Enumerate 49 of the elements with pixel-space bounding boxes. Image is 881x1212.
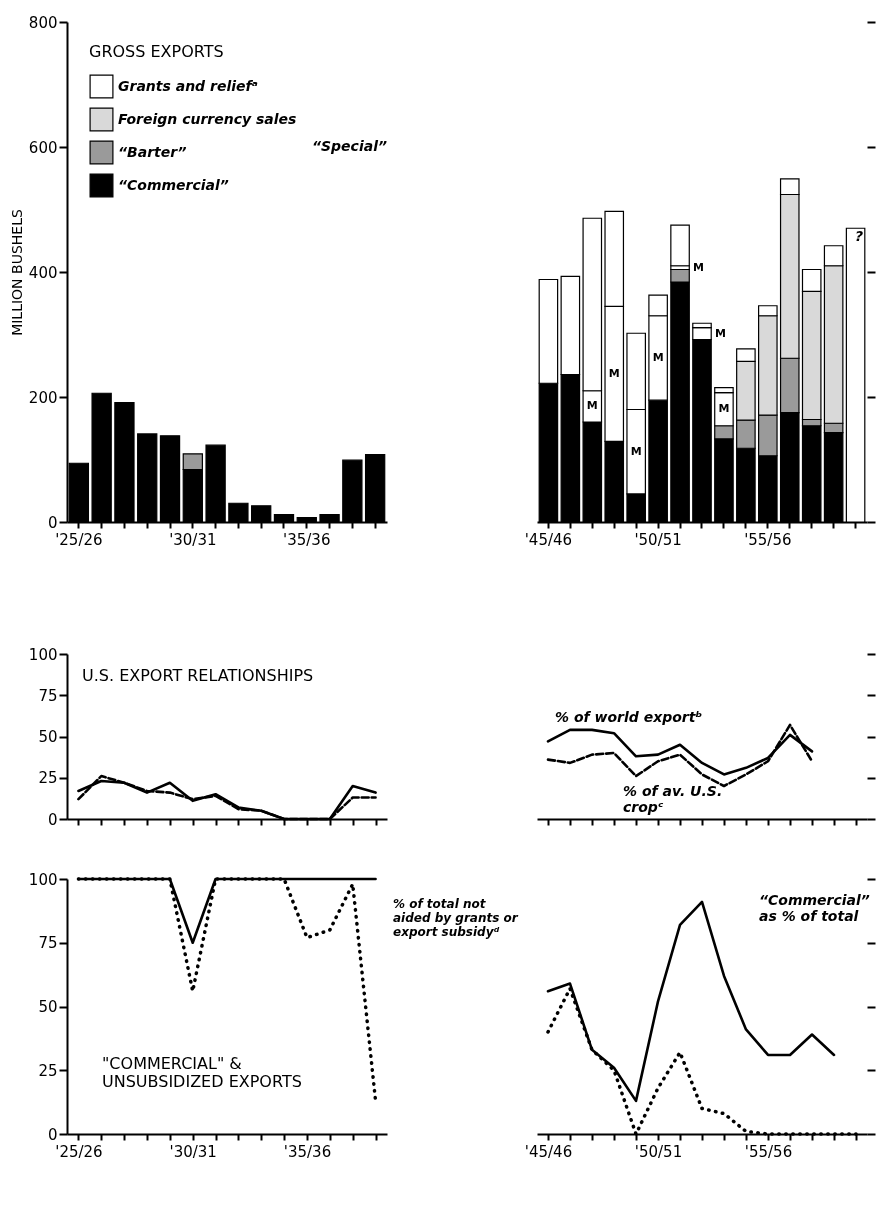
legend-label: “Commercial” [118,176,229,193]
y-axis-title: MILLION BUSHELS [8,209,25,336]
legend-label: “Barter” [118,143,187,160]
y-tick-label: 400 [28,263,58,282]
text: "COMMERCIAL" & UNSUBSIDIZED EXPORTS [102,1054,302,1091]
legend-label: “Commercial” as % of total [759,892,870,924]
y-tick-label: 75 [38,934,58,953]
x-tick-label: '35/36 [283,530,331,549]
x-tick-label: '50/51 [634,1142,683,1161]
y-tick-label: 100 [28,870,58,889]
series-label: % of av. U.S. cropᶜ [623,783,723,815]
y-tick-label: 100 [28,645,58,664]
x-tick-label: '35/36 [283,1142,332,1161]
x-tick-label: '45/46 [524,530,573,549]
data-label: M [630,444,642,458]
x-tick-label: '45/46 [524,1142,573,1161]
legend-label: Foreign currency sales [118,110,297,127]
series-label: % of world exportᵇ [555,709,703,725]
data-label: M [693,260,705,274]
data-label: M [652,350,664,364]
x-tick-label: '25/26 [55,1142,103,1161]
text: % of total not aided by grants or export subsidyᵈ [393,897,519,939]
data-label: M [715,326,726,340]
annotation: “Special” [312,138,387,154]
y-tick-label: 200 [28,388,58,407]
y-tick-label: 50 [38,728,58,746]
x-tick-label: '25/26 [55,530,103,549]
x-tick-label: '30/31 [169,1142,217,1161]
y-tick-label: 800 [28,13,58,32]
y-tick-label: 50 [38,998,58,1016]
y-tick-label: 0 [47,810,58,829]
x-tick-label: '55/56 [744,530,792,549]
annotation: ? [855,228,864,244]
y-tick-label: 25 [38,1061,58,1080]
y-tick-label: 0 [47,1125,58,1144]
text: U.S. EXPORT RELATIONSHIPS [82,666,314,685]
legend-label: Grants and reliefᵃ [118,77,259,94]
y-tick-label: 25 [38,769,58,788]
x-tick-label: '55/56 [744,1142,793,1161]
data-label: M [718,402,730,416]
data-label: M [608,366,620,380]
data-label: M [586,399,598,413]
y-tick-label: 75 [38,686,58,705]
legend-title: GROSS EXPORTS [89,42,224,61]
y-tick-label: 0 [47,513,58,532]
x-tick-label: '50/51 [634,530,682,549]
bar [670,224,690,267]
y-tick-label: 600 [28,138,58,157]
x-tick-label: '30/31 [169,530,217,549]
